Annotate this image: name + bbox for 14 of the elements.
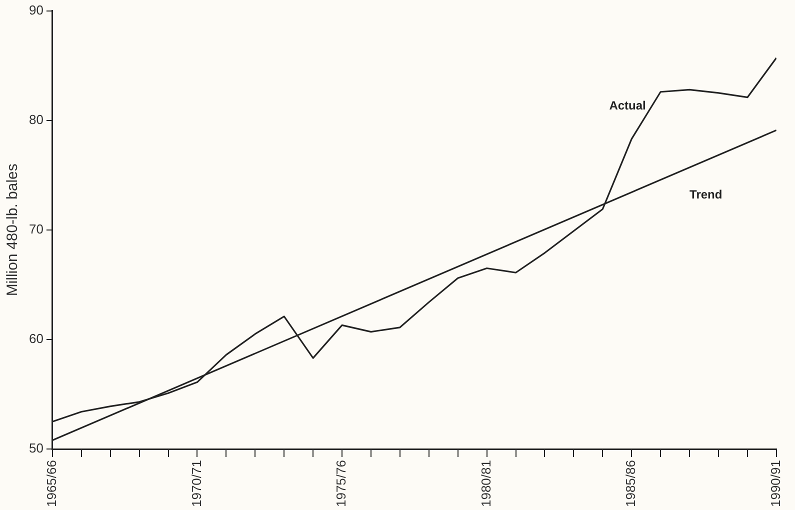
y-tick-label: 90 [28,2,44,18]
y-tick-label: 70 [28,221,44,236]
series-label: Actual [609,98,646,112]
y-axis-title: Million 480-lb. bales [4,164,22,296]
x-tick-label: 1965/66 [44,460,60,508]
x-tick-label: 1990/91 [768,460,783,508]
x-tick-label: 1980/81 [478,460,494,508]
y-tick-label: 50 [28,440,44,456]
x-tick-label: 1975/76 [334,460,349,508]
x-tick-label: 1985/86 [623,460,638,508]
y-tick-label: 80 [28,112,44,127]
x-tick-label: 1970/71 [188,460,204,508]
series-label: Trend [690,188,722,202]
y-tick-label: 60 [28,331,44,346]
